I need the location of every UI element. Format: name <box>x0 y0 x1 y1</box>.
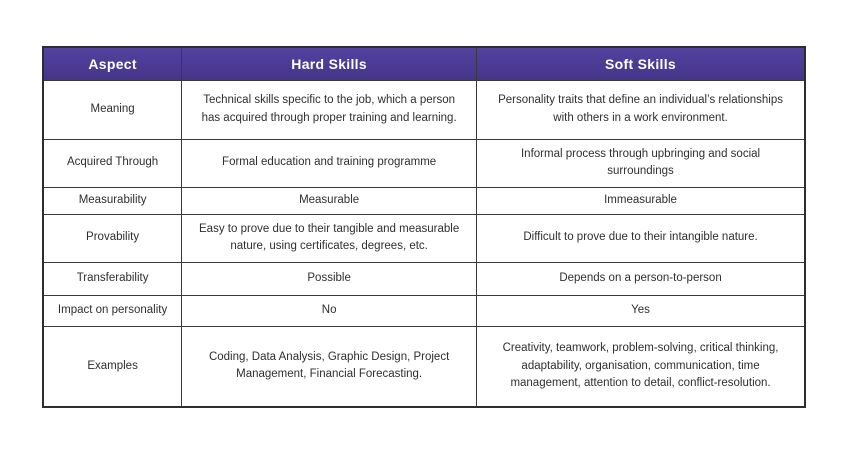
soft-skills-cell: Informal process through upbringing and … <box>476 138 806 188</box>
soft-skills-cell: Yes <box>476 294 806 327</box>
aspect-label: Transferability <box>42 261 183 296</box>
table-row-acquired-through: Acquired Through Formal education and tr… <box>42 138 806 188</box>
aspect-label: Acquired Through <box>42 138 183 188</box>
table-row-meaning: Meaning Technical skills specific to the… <box>42 79 806 140</box>
hard-skills-cell: Measurable <box>181 186 478 215</box>
table-row-transferability: Transferability Possible Depends on a pe… <box>42 261 806 296</box>
hard-skills-cell: Technical skills specific to the job, wh… <box>181 79 478 140</box>
aspect-label: Meaning <box>42 79 183 140</box>
table-header-row: Aspect Hard Skills Soft Skills <box>42 46 806 81</box>
hard-skills-cell: Coding, Data Analysis, Graphic Design, P… <box>181 325 478 408</box>
soft-skills-cell: Immeasurable <box>476 186 806 215</box>
hard-skills-cell: Possible <box>181 261 478 296</box>
column-header-soft-skills: Soft Skills <box>476 46 806 81</box>
table-row-impact-on-personality: Impact on personality No Yes <box>42 294 806 327</box>
table-row-measurability: Measurability Measurable Immeasurable <box>42 186 806 215</box>
aspect-label: Measurability <box>42 186 183 215</box>
column-header-aspect: Aspect <box>42 46 183 81</box>
soft-skills-cell: Difficult to prove due to their intangib… <box>476 213 806 263</box>
table-row-provability: Provability Easy to prove due to their t… <box>42 213 806 263</box>
column-header-hard-skills: Hard Skills <box>181 46 478 81</box>
hard-skills-cell: Easy to prove due to their tangible and … <box>181 213 478 263</box>
hard-vs-soft-skills-table: Aspect Hard Skills Soft Skills Meaning T… <box>42 46 806 408</box>
soft-skills-cell: Creativity, teamwork, problem-solving, c… <box>476 325 806 408</box>
soft-skills-cell: Personality traits that define an indivi… <box>476 79 806 140</box>
hard-skills-cell: Formal education and training programme <box>181 138 478 188</box>
soft-skills-cell: Depends on a person-to-person <box>476 261 806 296</box>
aspect-label: Impact on personality <box>42 294 183 327</box>
aspect-label: Examples <box>42 325 183 408</box>
table-row-examples: Examples Coding, Data Analysis, Graphic … <box>42 325 806 408</box>
hard-skills-cell: No <box>181 294 478 327</box>
aspect-label: Provability <box>42 213 183 263</box>
